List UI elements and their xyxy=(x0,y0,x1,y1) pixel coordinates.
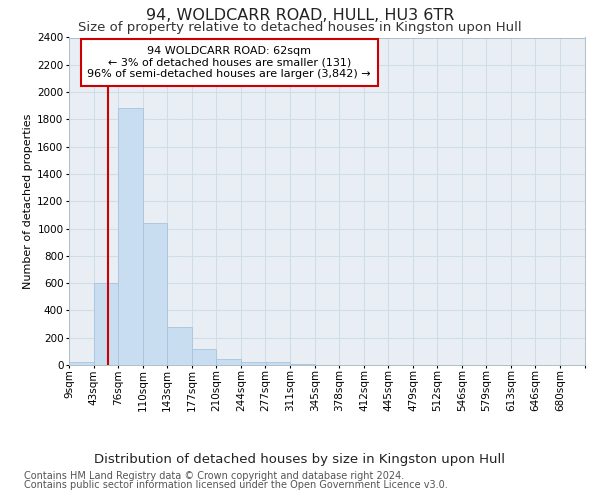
Text: 94, WOLDCARR ROAD, HULL, HU3 6TR: 94, WOLDCARR ROAD, HULL, HU3 6TR xyxy=(146,8,454,22)
Text: Size of property relative to detached houses in Kingston upon Hull: Size of property relative to detached ho… xyxy=(78,21,522,34)
Bar xyxy=(143,223,167,365)
Bar xyxy=(167,327,191,365)
Bar xyxy=(118,108,143,365)
Bar xyxy=(193,348,217,365)
Text: Contains public sector information licensed under the Open Government Licence v3: Contains public sector information licen… xyxy=(24,480,448,490)
Bar xyxy=(290,364,314,365)
Text: Contains HM Land Registry data © Crown copyright and database right 2024.: Contains HM Land Registry data © Crown c… xyxy=(24,471,404,481)
Bar xyxy=(217,359,241,365)
Text: 94 WOLDCARR ROAD: 62sqm
← 3% of detached houses are smaller (131)
96% of semi-de: 94 WOLDCARR ROAD: 62sqm ← 3% of detached… xyxy=(88,46,371,80)
Text: Distribution of detached houses by size in Kingston upon Hull: Distribution of detached houses by size … xyxy=(95,452,505,466)
Bar xyxy=(94,283,118,365)
Bar xyxy=(266,362,290,365)
Y-axis label: Number of detached properties: Number of detached properties xyxy=(23,114,33,289)
Bar xyxy=(241,362,266,365)
Bar xyxy=(70,362,94,365)
